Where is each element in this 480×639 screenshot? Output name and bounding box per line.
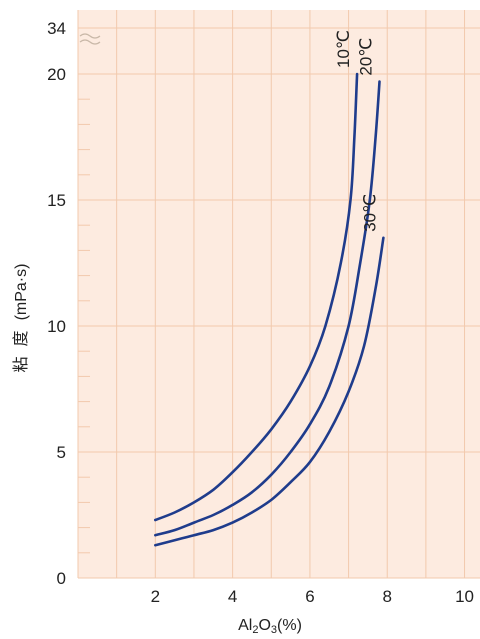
- x-axis-title-part: Al: [238, 617, 252, 634]
- x-tick-label: 6: [305, 587, 314, 606]
- y-tick-label: 15: [47, 191, 66, 210]
- tick-labels: 2 4 6 8 10 0 5 10 15 20 34: [47, 19, 474, 606]
- break-wave: [79, 39, 101, 45]
- series-label-1: 20℃: [357, 38, 376, 76]
- y-axis-title-part: (mPa·s): [13, 264, 30, 321]
- y-axis-title-part: 粘: [12, 356, 30, 372]
- x-tick-label: 10: [455, 587, 474, 606]
- series-label-0: 10℃: [334, 30, 353, 68]
- x-axis-title-part: (%): [277, 617, 302, 634]
- y-tick-label: 20: [47, 65, 66, 84]
- x-tick-label: 8: [382, 587, 391, 606]
- plot-background: [78, 10, 480, 578]
- series-line-2: [154, 236, 385, 547]
- x-tick-label: 4: [228, 587, 237, 606]
- series-line-0: [154, 72, 359, 522]
- x-axis-title-part: 3: [271, 624, 277, 636]
- x-axis-title: Al2O3(%): [238, 617, 302, 636]
- x-axis-title-part: 2: [252, 624, 258, 636]
- break-wave: [79, 33, 101, 39]
- grid: [77, 10, 480, 579]
- series-group: [154, 72, 385, 547]
- x-axis-title-part: O: [258, 617, 270, 634]
- series-line-1: [154, 80, 381, 537]
- y-tick-label: 0: [57, 569, 66, 588]
- series-label-2: 30℃: [360, 194, 379, 232]
- axis-break-marker: [79, 33, 101, 45]
- series-labels: 10℃ 20℃ 30℃: [334, 30, 379, 232]
- y-tick-label: 5: [57, 443, 66, 462]
- y-tick-label: 10: [47, 317, 66, 336]
- x-tick-label: 2: [151, 587, 160, 606]
- y-axis-title: 粘度 (mPa·s): [12, 264, 30, 373]
- y-axis-title-part: 度: [12, 330, 30, 346]
- y-tick-label: 34: [47, 19, 66, 38]
